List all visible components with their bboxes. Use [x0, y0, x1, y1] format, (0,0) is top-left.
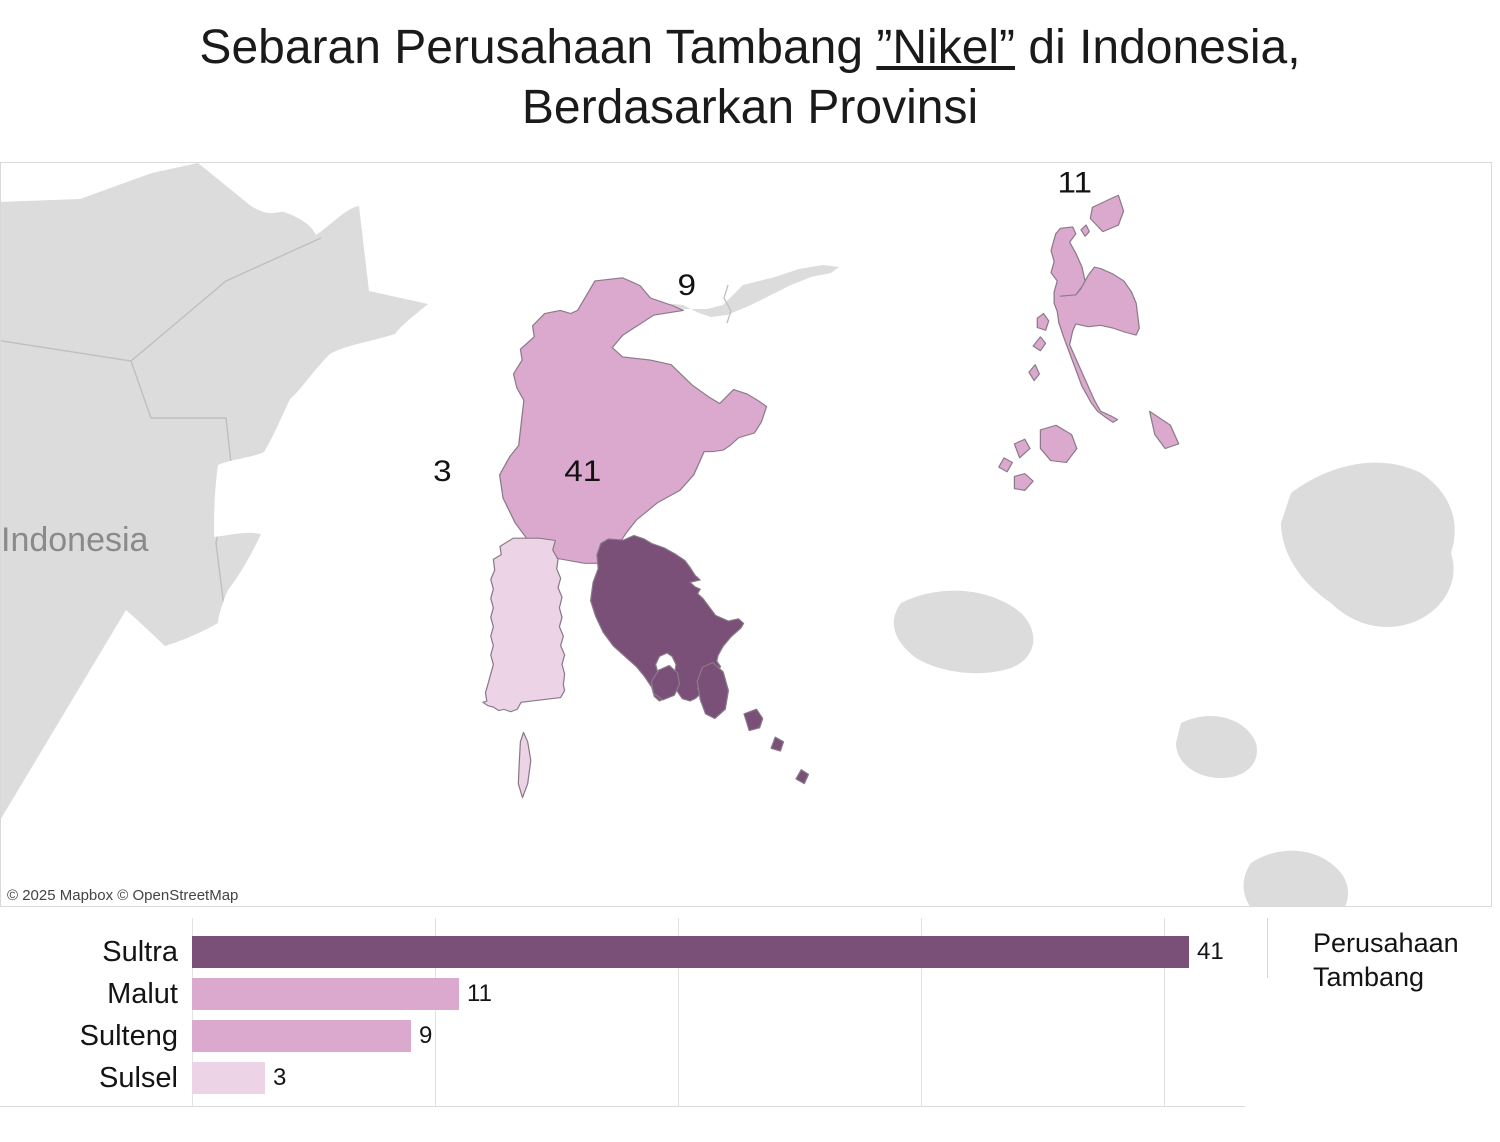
svg-text:3: 3 — [433, 454, 452, 488]
svg-text:9: 9 — [678, 268, 697, 302]
svg-text:11: 11 — [1057, 165, 1092, 199]
svg-text:Indonesia: Indonesia — [1, 521, 149, 559]
svg-text:41: 41 — [564, 454, 601, 488]
